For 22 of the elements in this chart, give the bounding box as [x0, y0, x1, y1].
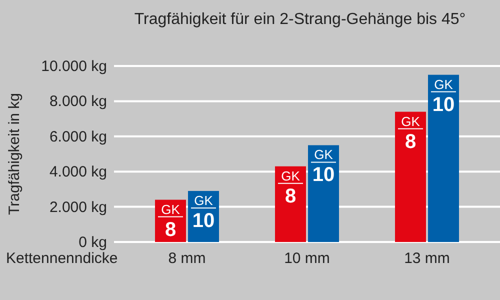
- y-tick-label: 8.000 kg: [49, 93, 107, 110]
- bar: [395, 112, 426, 242]
- chart-title: Tragfähigkeit für ein 2-Strang-Gehänge bis 45°: [134, 11, 466, 28]
- bar: [308, 145, 339, 242]
- text: GK 10: [432, 76, 455, 116]
- x-axis-title: Kettennenndicke: [6, 250, 118, 267]
- series-label: GK 10: [192, 192, 215, 232]
- bar: [275, 166, 306, 242]
- y-tick-label: 4.000 kg: [49, 164, 107, 181]
- y-tick-label: 0 kg: [78, 234, 107, 251]
- text: GK 8: [401, 114, 420, 153]
- x-tick-label: 8 mm: [168, 250, 206, 267]
- bar: [428, 74, 459, 242]
- y-tick-label: 2.000 kg: [49, 198, 107, 216]
- text: GK 8: [281, 168, 300, 208]
- series-label: GK 8: [161, 202, 180, 241]
- y-tick-label: 10.000 kg: [41, 58, 107, 75]
- y-tick-label: 6.000 kg: [49, 128, 107, 146]
- y-axis-title: Tragfähigkeit in kg: [6, 92, 23, 216]
- x-tick-label: 10 mm: [284, 250, 330, 267]
- text: GK 10: [312, 147, 335, 186]
- x-tick-label: 13 mm: [404, 250, 450, 267]
